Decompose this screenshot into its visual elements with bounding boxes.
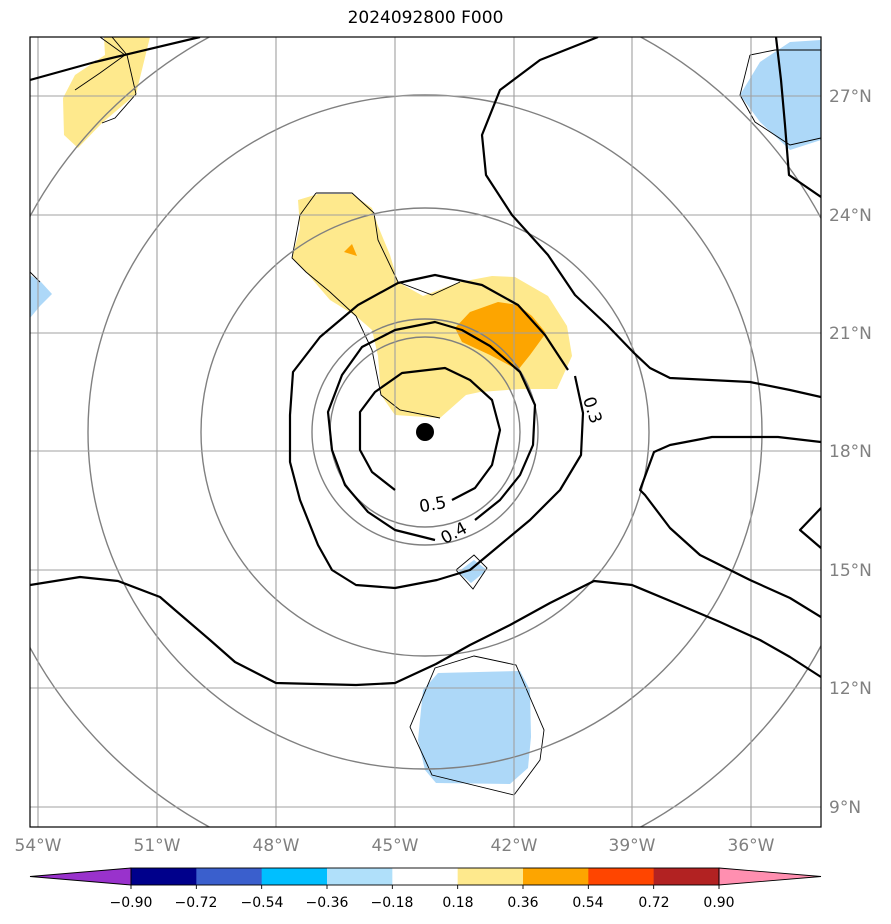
colorbar-swatch — [457, 868, 524, 885]
lon-label-54w: 54°W — [15, 836, 62, 856]
colorbar-swatch — [653, 868, 720, 885]
cb-tick-label: −0.72 — [175, 895, 218, 911]
cb-tick-label: 0.18 — [442, 895, 473, 911]
lon-label-39w: 39°W — [609, 836, 656, 856]
colorbar-tick-labels: −0.90 −0.72 −0.54 −0.36 −0.18 0.18 0.36 … — [110, 895, 735, 911]
anomaly-fill-orange — [344, 244, 546, 370]
colorbar-swatch — [261, 868, 328, 885]
cb-tick-label: −0.90 — [110, 895, 153, 911]
cb-tick-label: 0.90 — [703, 895, 734, 911]
colorbar-swatch — [392, 868, 459, 885]
colorbar-frame — [130, 867, 720, 886]
graticule — [30, 37, 821, 827]
lat-label-24n: 24°N — [829, 206, 872, 226]
map-plot-area: 0.3 0.4 0.5 — [30, 37, 821, 827]
cb-tick-label: −0.36 — [306, 895, 349, 911]
lat-label-27n: 27°N — [829, 87, 872, 107]
lat-label-12n: 12°N — [829, 679, 872, 699]
cb-tick-label: −0.18 — [371, 895, 414, 911]
lat-label-21n: 21°N — [829, 324, 872, 344]
range-rings — [30, 37, 821, 827]
map-title: 2024092800 F000 — [347, 8, 504, 28]
cb-tick-label: 0.54 — [572, 895, 603, 911]
colorbar-extend-max — [718, 867, 822, 886]
colorbar-swatch — [327, 868, 393, 885]
lon-label-45w: 45°W — [372, 836, 419, 856]
map-frame — [29, 36, 822, 828]
lon-label-42w: 42°W — [491, 836, 538, 856]
colorbar-extend-min — [29, 867, 132, 886]
colorbar-ticks — [130, 885, 720, 889]
lon-label-36w: 36°W — [728, 836, 775, 856]
lon-label-48w: 48°W — [253, 836, 300, 856]
lat-label-9n: 9°N — [829, 798, 861, 818]
storm-center-marker — [416, 423, 434, 441]
colorbar-swatch — [523, 868, 589, 885]
colorbar-swatches — [29, 867, 822, 886]
lat-label-15n: 15°N — [829, 561, 872, 581]
colorbar-swatch — [588, 868, 655, 885]
anomaly-fill-lightblue — [30, 40, 821, 784]
latitude-labels: 27°N 24°N 21°N 18°N 15°N 12°N 9°N — [829, 87, 872, 818]
lon-label-51w: 51°W — [134, 836, 181, 856]
anomaly-fill-yellow — [63, 37, 572, 418]
cb-tick-label: 0.36 — [507, 895, 538, 911]
colorbar: −0.90 −0.72 −0.54 −0.36 −0.18 0.18 0.36 … — [29, 867, 822, 911]
lat-label-18n: 18°N — [829, 442, 872, 462]
cb-tick-label: −0.54 — [241, 895, 284, 911]
colorbar-swatch — [196, 868, 263, 885]
contour-lines — [30, 37, 821, 687]
contour-label-05: 0.5 — [418, 493, 448, 517]
longitude-labels: 54°W 51°W 48°W 45°W 42°W 39°W 36°W — [15, 836, 775, 856]
colorbar-swatch — [131, 868, 197, 885]
anomaly-outlines — [30, 37, 821, 796]
cb-tick-label: 0.72 — [638, 895, 669, 911]
